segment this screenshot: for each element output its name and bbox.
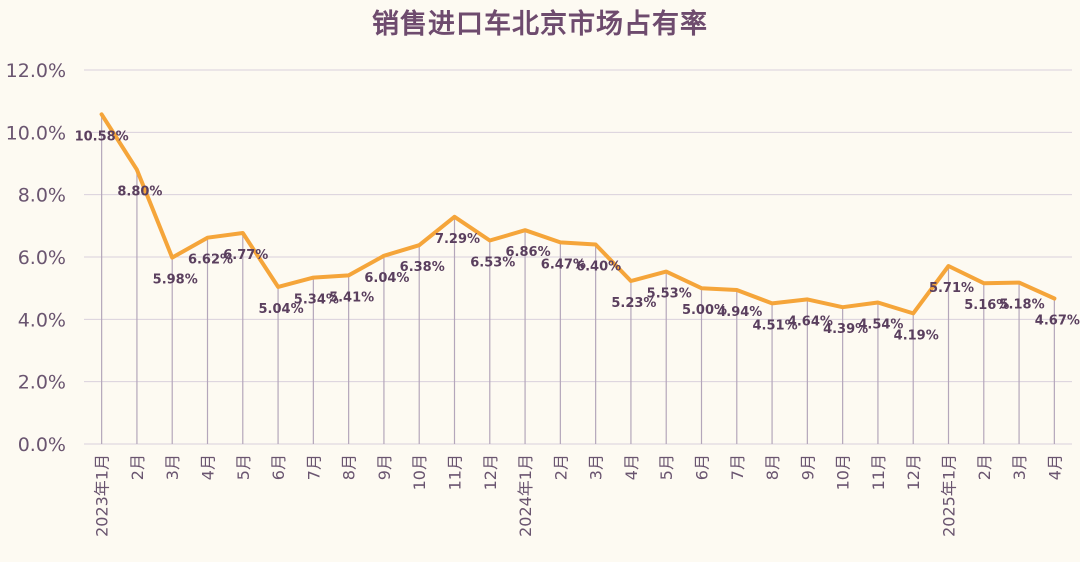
- data-point: [453, 215, 456, 219]
- x-tick-label: 8月: [340, 454, 359, 480]
- x-tick-label: 11月: [869, 454, 888, 490]
- data-label: 4.94%: [717, 305, 762, 320]
- data-point: [100, 112, 104, 116]
- data-label: 5.34%: [294, 293, 339, 308]
- data-label: 6.47%: [541, 257, 586, 272]
- data-label: 6.53%: [470, 255, 515, 270]
- x-tick-label: 12月: [481, 454, 500, 490]
- data-point: [947, 264, 950, 268]
- y-tick-label: 4.0%: [18, 309, 66, 331]
- y-tick-label: 2.0%: [18, 372, 66, 394]
- x-tick-label: 8月: [763, 454, 782, 480]
- data-point: [382, 254, 386, 258]
- data-point: [876, 301, 880, 305]
- data-label: 8.80%: [117, 185, 162, 200]
- x-tick-label: 10月: [410, 454, 429, 490]
- chart-title: 销售进口车北京市场占有率: [372, 9, 708, 40]
- data-label: 6.86%: [506, 245, 551, 260]
- data-label: 6.62%: [188, 253, 233, 268]
- data-point: [311, 276, 315, 280]
- data-point: [488, 238, 492, 242]
- data-label: 10.58%: [75, 129, 129, 144]
- x-tick-label: 4月: [199, 454, 218, 480]
- data-point: [1017, 281, 1021, 285]
- data-label: 5.04%: [259, 302, 304, 317]
- x-tick-label: 5月: [234, 454, 253, 480]
- data-point: [523, 228, 527, 232]
- data-point: [805, 297, 809, 301]
- data-point: [170, 256, 174, 260]
- data-point: [982, 281, 986, 285]
- data-label: 4.19%: [894, 328, 939, 343]
- data-label: 4.67%: [1035, 313, 1080, 328]
- x-tick-label: 3月: [1010, 454, 1029, 480]
- x-tick-label: 3月: [587, 454, 606, 480]
- data-label: 5.16%: [964, 298, 1009, 313]
- data-point: [417, 243, 421, 247]
- data-label: 5.71%: [929, 281, 974, 296]
- data-point: [841, 305, 845, 309]
- data-label: 4.39%: [823, 322, 868, 337]
- data-point: [206, 236, 209, 240]
- x-tick-label: 2月: [975, 454, 994, 480]
- data-point: [735, 288, 739, 292]
- x-tick-label: 2023年1月: [93, 454, 112, 537]
- data-point: [664, 270, 668, 274]
- series-line: [99, 112, 1057, 316]
- data-label: 6.40%: [576, 260, 621, 275]
- y-tick-label: 8.0%: [18, 185, 66, 207]
- x-tick-label: 7月: [304, 454, 323, 480]
- data-label: 4.54%: [858, 318, 903, 333]
- data-point: [347, 273, 351, 277]
- data-point: [770, 301, 774, 305]
- data-label: 6.38%: [400, 260, 445, 275]
- data-point: [558, 240, 562, 244]
- x-tick-label: 2月: [128, 454, 147, 480]
- y-tick-label: 10.0%: [6, 122, 66, 144]
- y-tick-label: 12.0%: [6, 60, 66, 82]
- x-tick-label: 3月: [163, 454, 182, 480]
- data-point: [241, 231, 245, 235]
- x-tick-label: 4月: [622, 454, 641, 480]
- data-label: 5.18%: [1000, 298, 1045, 313]
- data-label: 5.00%: [682, 303, 727, 318]
- x-tick-label: 2月: [551, 454, 570, 480]
- data-point: [911, 311, 915, 315]
- data-label: 5.98%: [153, 273, 198, 288]
- data-point: [629, 279, 633, 283]
- x-tick-label: 10月: [834, 454, 853, 490]
- data-label: 5.23%: [611, 296, 656, 311]
- data-label: 6.77%: [223, 248, 268, 263]
- x-tick-label: 12月: [904, 454, 923, 490]
- x-tick-label: 2025年1月: [940, 454, 959, 537]
- x-tick-label: 6月: [693, 454, 712, 480]
- x-tick-label: 6月: [269, 454, 288, 480]
- data-point: [594, 243, 598, 247]
- x-tick-label: 11月: [446, 454, 465, 490]
- x-tick-label: 4月: [1045, 454, 1064, 480]
- x-tick-label: 2024年1月: [516, 454, 535, 537]
- y-tick-label: 0.0%: [18, 434, 66, 456]
- data-point: [1052, 296, 1056, 300]
- data-label: 7.29%: [435, 232, 480, 247]
- data-point: [276, 285, 280, 289]
- y-tick-label: 6.0%: [18, 247, 66, 269]
- data-label: 4.64%: [788, 314, 833, 329]
- x-tick-label: 5月: [657, 454, 676, 480]
- data-label: 5.53%: [647, 287, 692, 302]
- data-label: 6.04%: [364, 271, 409, 286]
- data-label: 5.41%: [329, 290, 374, 305]
- data-label: 4.51%: [753, 318, 798, 333]
- data-point: [135, 168, 139, 172]
- data-point: [700, 286, 703, 290]
- x-tick-label: 7月: [728, 454, 747, 480]
- x-tick-label: 9月: [375, 454, 394, 480]
- x-tick-label: 9月: [798, 454, 817, 480]
